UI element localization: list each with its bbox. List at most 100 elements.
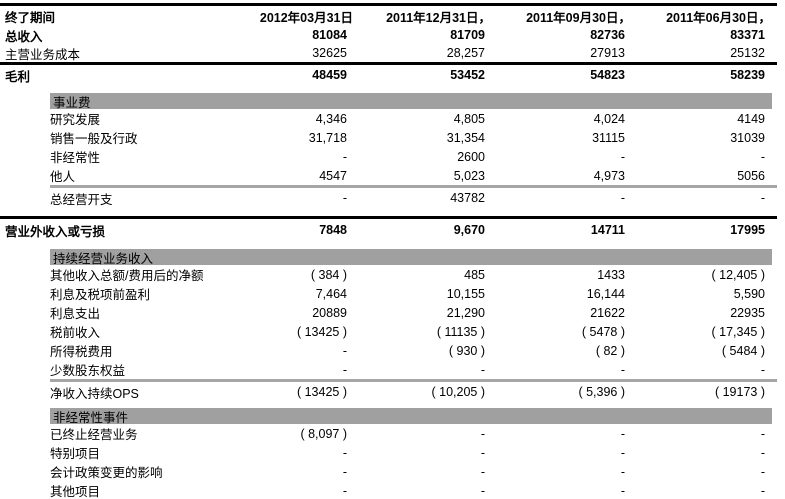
row-label: 少数股东权益	[50, 364, 126, 378]
subtotal-divider-line	[50, 379, 777, 382]
cell-value: 31039	[730, 130, 765, 145]
table-row-special-items: 特别项目 - - - -	[0, 443, 777, 462]
date-column-header: 2011年09月30日，	[526, 10, 631, 25]
cell-value: 4149	[737, 111, 765, 126]
cell-value: ( 10,205 )	[431, 385, 485, 399]
cell-value: -	[620, 362, 625, 377]
cell-value: 14711	[590, 223, 625, 237]
cell-value: 25132	[730, 46, 765, 60]
cell-value: ( 11135 )	[436, 324, 485, 339]
table-row-research-development: 研究发展 4,346 4,805 4,024 4149	[0, 109, 777, 128]
cell-value: ( 930 )	[448, 343, 485, 358]
cell-value: -	[760, 483, 765, 498]
spacer	[0, 85, 777, 93]
cell-value: -	[760, 445, 765, 460]
period-column-header: 终了期间	[5, 10, 56, 25]
cell-value: -	[480, 464, 485, 479]
cell-value: -	[620, 464, 625, 479]
row-label: 他人	[50, 170, 76, 184]
cell-value: ( 17,345 )	[711, 324, 765, 339]
cell-value: 7848	[319, 223, 347, 237]
cell-value: ( 13425 )	[296, 324, 347, 339]
cell-value: -	[620, 191, 625, 205]
table-row-nonrecurring: 非经常性 - 2600 - -	[0, 147, 777, 166]
cell-value: 82736	[590, 28, 625, 42]
cell-value: 5,590	[733, 286, 765, 301]
cell-value: -	[342, 191, 347, 205]
cell-value: 54823	[590, 68, 625, 82]
cell-value: -	[760, 362, 765, 377]
separator-line	[0, 62, 777, 65]
cell-value: -	[480, 483, 485, 498]
cell-value: 485	[464, 267, 485, 282]
section-header-label: 事业费	[53, 95, 91, 110]
table-row-other-items: 其他项目 - - - -	[0, 481, 777, 499]
cell-value: -	[342, 343, 347, 358]
row-label: 利息及税项前盈利	[50, 288, 151, 302]
row-label: 其他项目	[50, 485, 101, 499]
table-row-accounting-policy-change: 会计政策变更的影响 - - - -	[0, 462, 777, 481]
cell-value: ( 8,097 )	[300, 426, 347, 441]
table-row-total-operating-expenses: 总经营开支 - 43782 - -	[0, 188, 777, 208]
cell-value: 7,464	[315, 286, 347, 301]
cell-value: 21,290	[446, 305, 485, 320]
section-header-operating-expenses: 事业费	[50, 93, 772, 110]
row-label: 已终止经营业务	[50, 428, 138, 442]
row-label: 毛利	[5, 69, 31, 84]
table-row-income-tax-expense: 所得税费用 - ( 930 ) ( 82 ) ( 5484 )	[0, 341, 777, 360]
cell-value: -	[480, 445, 485, 460]
cell-value: 32625	[312, 46, 347, 60]
cell-value: -	[760, 464, 765, 479]
top-border-line	[0, 3, 777, 6]
cell-value: 1433	[597, 267, 625, 282]
cell-value: 43782	[450, 191, 485, 205]
cell-value: 16,144	[586, 286, 625, 301]
row-label: 总经营开支	[50, 192, 113, 207]
cell-value: -	[342, 445, 347, 460]
cell-value: 53452	[450, 68, 485, 82]
row-label: 特别项目	[50, 447, 101, 461]
row-label: 利息支出	[50, 307, 101, 321]
date-column-header: 2011年12月31日，	[386, 10, 491, 25]
cell-value: ( 12,405 )	[711, 267, 765, 282]
cell-value: -	[620, 445, 625, 460]
cell-value: ( 13425 )	[296, 385, 347, 399]
table-row-selling-general-admin: 销售一般及行政 31,718 31,354 31115 31039	[0, 128, 777, 147]
row-label: 非经常性	[50, 151, 101, 165]
table-row-discontinued-operations: 已终止经营业务 ( 8,097 ) - - -	[0, 424, 777, 443]
cell-value: ( 5484 )	[721, 343, 765, 358]
cell-value: 31115	[592, 130, 625, 145]
separator-line	[0, 216, 777, 219]
cell-value: 10,155	[446, 286, 485, 301]
cell-value: 83371	[730, 28, 765, 42]
cell-value: 22935	[730, 305, 765, 320]
cell-value: -	[342, 149, 347, 164]
table-row-non-operating-income-or-loss: 营业外收入或亏损 7848 9,670 14711 17995	[0, 219, 777, 241]
cell-value: 4,973	[593, 168, 625, 183]
section-header-nonrecurring-events: 非经常性事件	[50, 408, 772, 425]
cell-value: 9,670	[453, 223, 485, 237]
cell-value: 81709	[450, 28, 485, 42]
cell-value: 4,024	[593, 111, 625, 126]
cell-value: 31,354	[446, 130, 485, 145]
subtotal-divider-line	[50, 185, 777, 188]
section-header-label: 非经常性事件	[53, 410, 129, 425]
table-row-total-revenue: 总收入 81084 81709 82736 83371	[0, 26, 777, 44]
cell-value: -	[620, 149, 625, 164]
cell-value: 4,346	[315, 111, 347, 126]
table-header-row: 终了期间 2012年03月31日 2011年12月31日， 2011年09月30…	[0, 6, 777, 26]
cell-value: -	[342, 464, 347, 479]
row-label: 税前收入	[50, 326, 101, 340]
row-label: 净收入持续OPS	[50, 386, 139, 401]
date-column-header: 2011年06月30日，	[666, 10, 771, 25]
cell-value: ( 5478 )	[581, 324, 625, 339]
date-column-header: 2012年03月31日	[259, 10, 353, 25]
table-row-pretax-income: 税前收入 ( 13425 ) ( 11135 ) ( 5478 ) ( 17,3…	[0, 322, 777, 341]
row-label: 营业外收入或亏损	[5, 224, 106, 239]
table-row-others: 他人 4547 5,023 4,973 5056	[0, 166, 777, 185]
cell-value: ( 384 )	[310, 267, 347, 282]
cell-value: ( 19173 )	[714, 385, 765, 399]
table-row-other-income-net: 其他收入总额/费用后的净额 ( 384 ) 485 1433 ( 12,405 …	[0, 265, 777, 284]
row-label: 其他收入总额/费用后的净额	[50, 269, 204, 283]
